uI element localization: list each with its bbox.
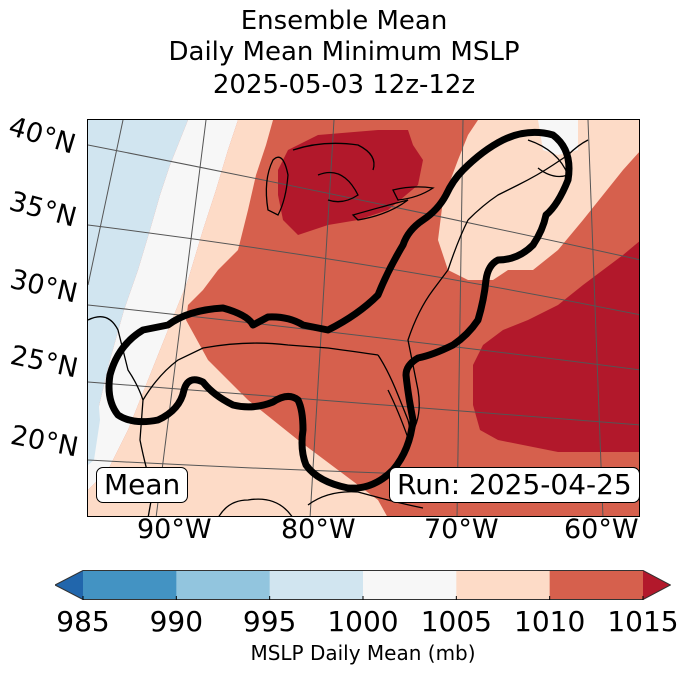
lat-label-30n: 30°N bbox=[7, 264, 81, 310]
colorbar-segment-990-995 bbox=[176, 570, 271, 600]
colorbar-extend-under bbox=[55, 570, 83, 600]
coastline-atlantic bbox=[407, 219, 469, 439]
field-995-1000 bbox=[88, 120, 188, 450]
gridline-100w bbox=[88, 120, 124, 286]
colorbar-segment-985-990 bbox=[83, 570, 177, 600]
lat-label-20n: 20°N bbox=[8, 420, 81, 464]
lake-superior bbox=[292, 142, 375, 171]
graticule bbox=[88, 120, 639, 516]
colorbar-segment-995-1000 bbox=[269, 570, 364, 600]
colorbar-segment-1000-1005 bbox=[363, 570, 457, 600]
chart-title-line-3: 2025-05-03 12z-12z bbox=[212, 70, 476, 100]
field-1005-1010-northeast bbox=[438, 120, 639, 280]
run-date-label-box: Run: 2025-04-25 bbox=[389, 467, 640, 503]
colorbar-tick-label: 990 bbox=[149, 605, 204, 638]
chart-title-line-1: Ensemble Mean bbox=[240, 6, 448, 36]
gridline-35n bbox=[88, 224, 639, 316]
lon-label-80w: 80°W bbox=[281, 514, 356, 545]
colorbar bbox=[55, 570, 671, 600]
gridline-70w bbox=[456, 120, 464, 516]
gridline-80w bbox=[309, 120, 335, 516]
colorbar-tick-label: 1015 bbox=[607, 605, 679, 638]
map-canvas bbox=[88, 120, 639, 516]
colorbar-tick-label: 1000 bbox=[327, 605, 399, 638]
colorbar-label: MSLP Daily Mean (mb) bbox=[250, 641, 476, 665]
lat-label-40n: 40°N bbox=[4, 111, 80, 161]
lat-label-25n: 25°N bbox=[7, 340, 81, 385]
field-1000-1005 bbox=[88, 120, 238, 490]
colorbar-tick-label: 1005 bbox=[420, 605, 492, 638]
lake-huron bbox=[317, 171, 359, 203]
field-over-1015-atlantic bbox=[473, 241, 639, 452]
lon-label-70w: 70°W bbox=[424, 514, 499, 545]
colorbar-extend-over bbox=[643, 570, 671, 600]
map-plot-area bbox=[87, 119, 640, 517]
gridline-60w bbox=[587, 120, 604, 516]
chart-title-line-2: Daily Mean Minimum MSLP bbox=[168, 37, 520, 67]
coastline-northeast bbox=[467, 139, 589, 221]
lake-erie bbox=[351, 199, 409, 221]
gridline-40n bbox=[88, 144, 639, 261]
colorbar-segment-1010-1015 bbox=[549, 570, 644, 600]
lake-michigan bbox=[265, 156, 289, 216]
mean-label-box: Mean bbox=[96, 467, 189, 503]
colorbar-tick-label: 995 bbox=[242, 605, 297, 638]
lon-label-60w: 60°W bbox=[564, 514, 639, 545]
mslp-contour bbox=[105, 128, 573, 492]
coastline-cuba bbox=[307, 491, 424, 509]
field-995-1000-sw bbox=[88, 370, 100, 465]
lake-ontario bbox=[392, 186, 435, 201]
lat-label-35n: 35°N bbox=[5, 186, 80, 234]
colorbar-segment-1005-1010 bbox=[456, 570, 551, 600]
colorbar-tick-label: 1010 bbox=[514, 605, 586, 638]
coastline-yucatan bbox=[218, 498, 293, 516]
coastline-gulf-north bbox=[142, 342, 379, 401]
colorbar-tick-label: 985 bbox=[56, 605, 110, 638]
lon-label-90w: 90°W bbox=[137, 514, 212, 545]
gridline-30n bbox=[88, 304, 639, 371]
